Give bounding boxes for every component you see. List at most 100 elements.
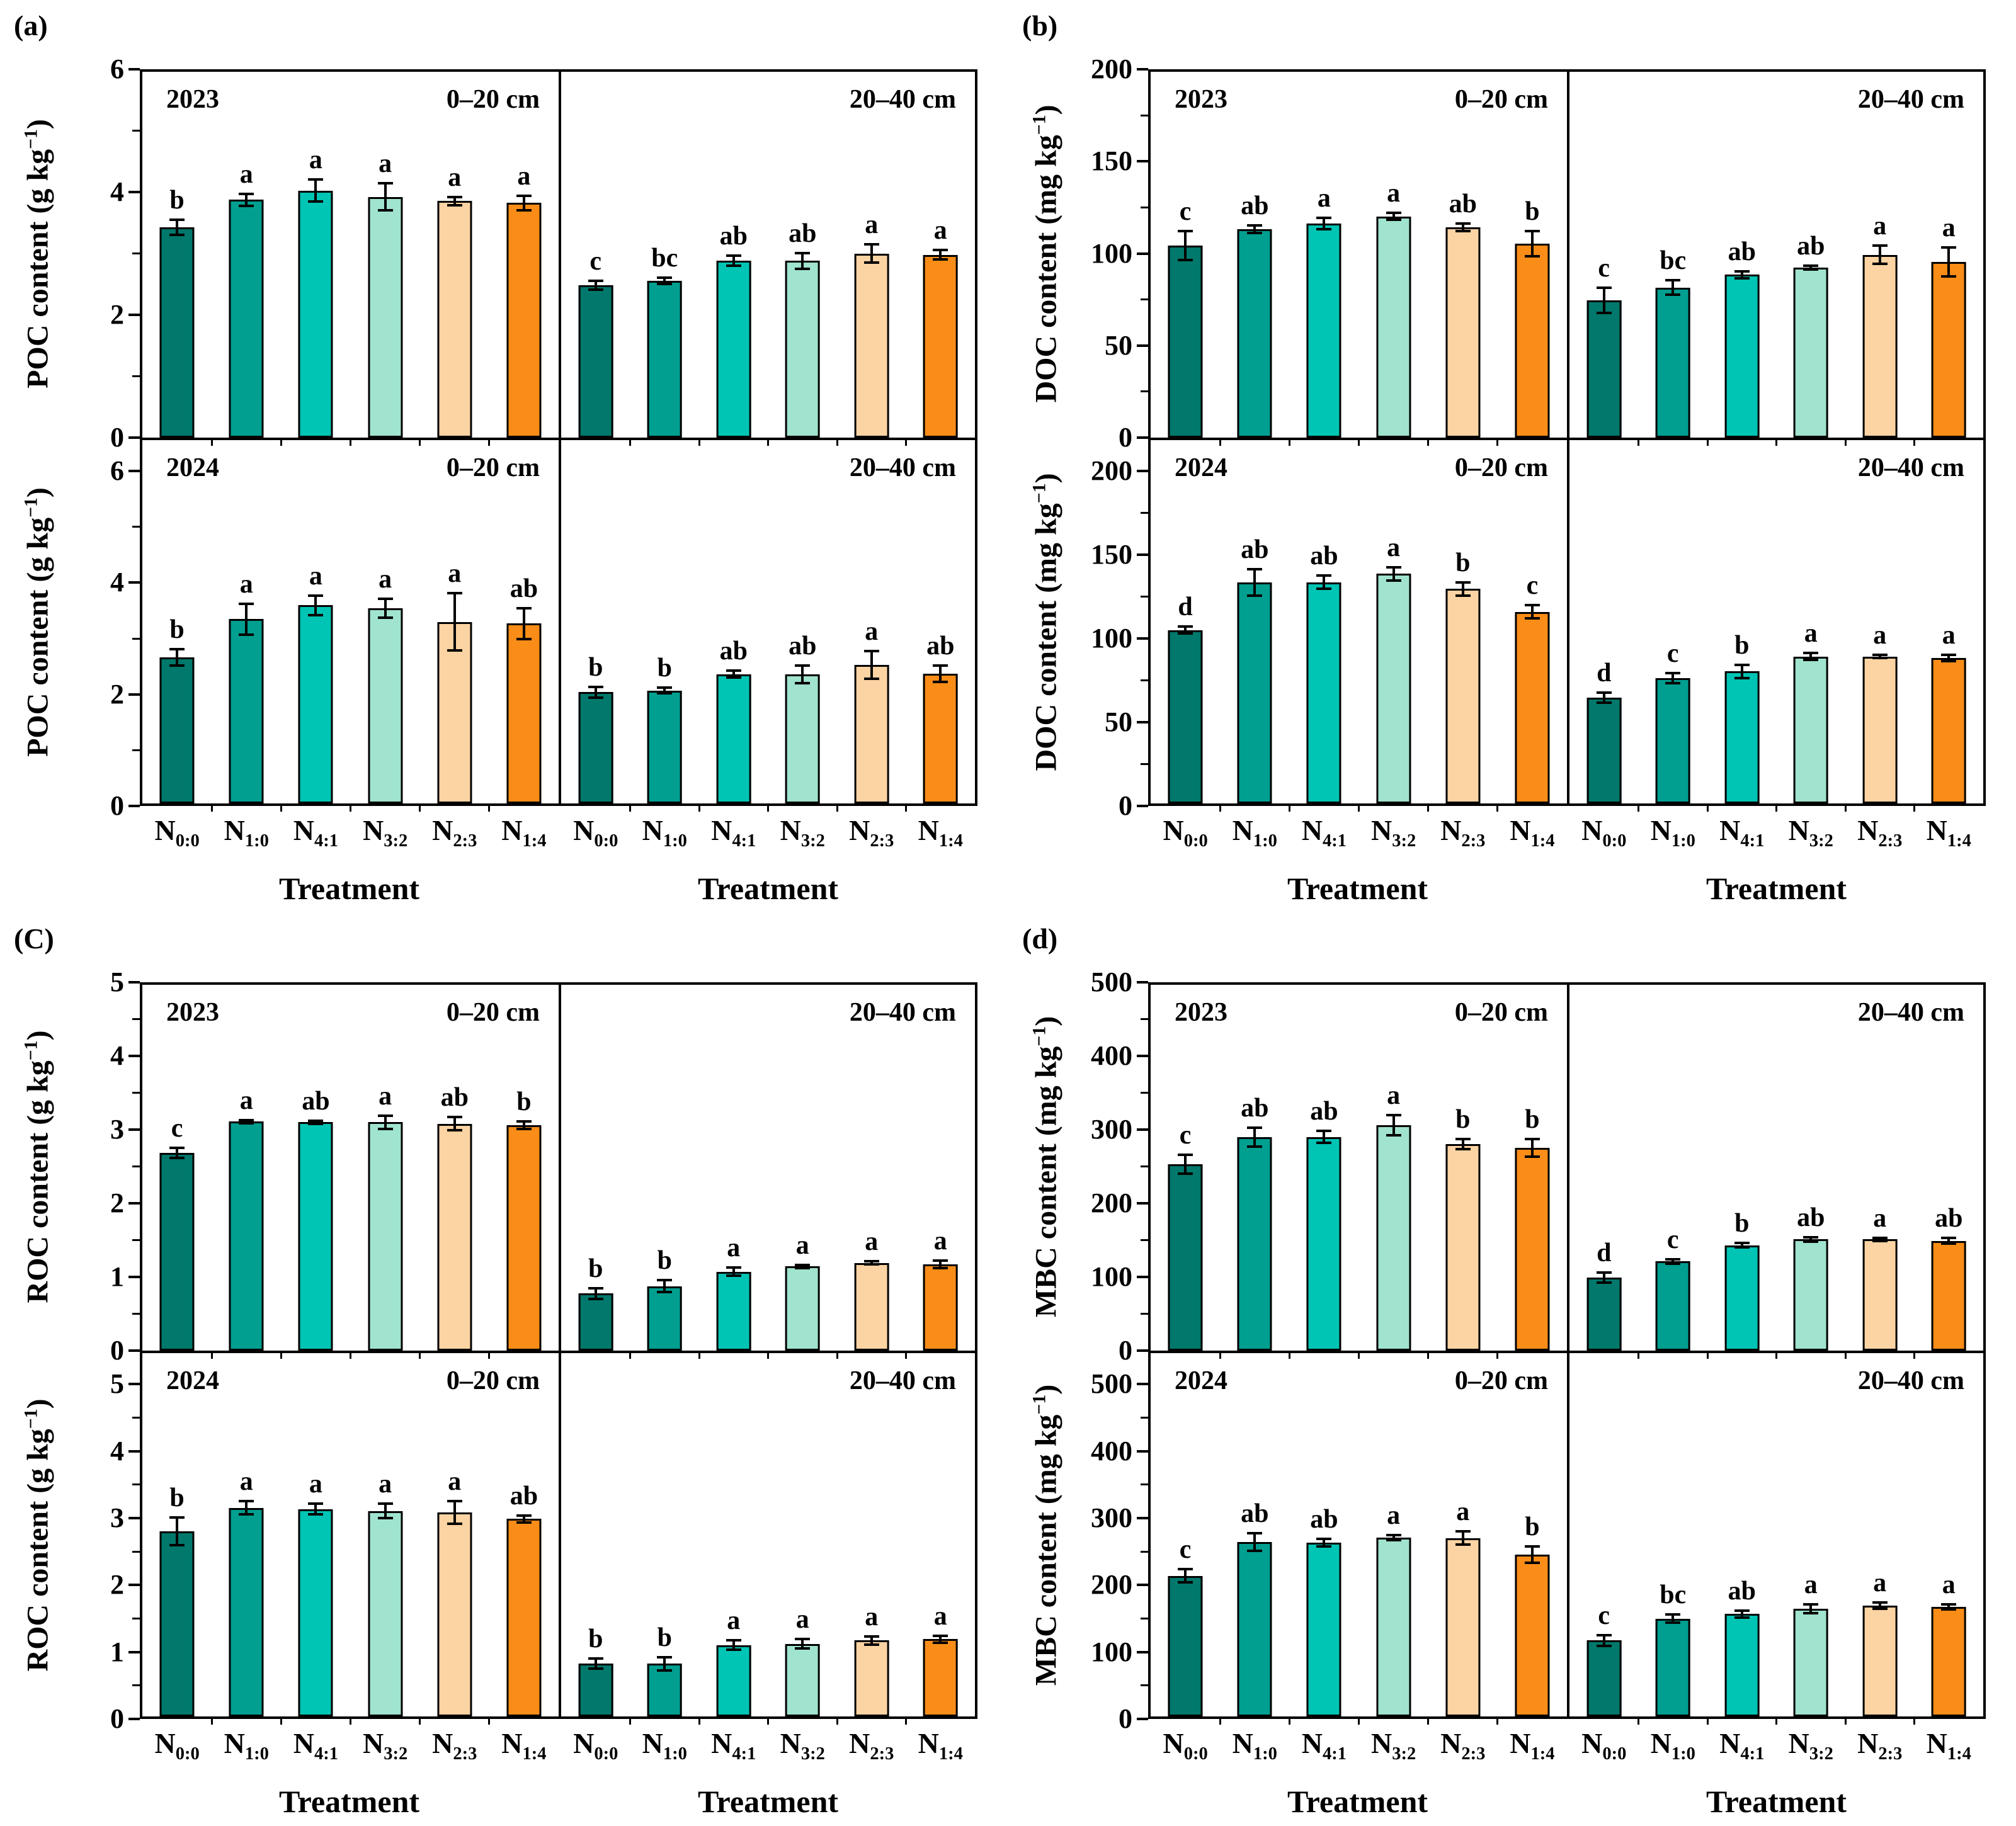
significance-letter: a [309, 145, 322, 175]
bar-N3:2 [785, 1266, 820, 1351]
x-minor-tick [1706, 438, 1709, 446]
error-bar [1530, 1139, 1534, 1157]
x-tick-label: N0:0 [1163, 814, 1208, 851]
bar-N3:2 [1376, 1537, 1411, 1716]
x-tick-label: N2:3 [1440, 1727, 1486, 1764]
y-major-tick [1137, 1383, 1148, 1386]
y-major-tick [128, 1128, 140, 1131]
bar-N1:0 [1237, 1542, 1272, 1716]
year-label: 2023 [1175, 998, 1227, 1027]
error-bar-cap-top [447, 592, 462, 595]
bar-N2:3 [1862, 254, 1898, 438]
y-minor-tick [1141, 1239, 1148, 1241]
y-tick-label: 0 [110, 790, 124, 821]
y-axis-label-text: ROC content (g kg−1) [20, 1029, 55, 1303]
panel-d: (d) MBC content (mg kg−1) 0 100 200 300 400 500… [1008, 913, 2016, 1826]
x-minor-tick [280, 438, 282, 446]
bar-N0:0 [1168, 630, 1203, 803]
bar-N4:1 [1724, 275, 1760, 438]
y-major-tick [1137, 981, 1148, 984]
y-minor-tick [1141, 1313, 1148, 1315]
significance-letter: ab [1935, 1204, 1963, 1233]
y-axis-label: MBC content (mg kg−1) [1026, 1351, 1066, 1719]
x-minor-tick [1913, 803, 1915, 812]
error-bar-cap-bottom [1316, 227, 1332, 230]
error-bar [314, 595, 317, 616]
error-bar-cap-bottom [1872, 1239, 1888, 1242]
y-minor-tick [132, 130, 140, 132]
error-bar [1809, 653, 1813, 660]
error-bar [245, 193, 248, 207]
error-bar-cap-bottom [447, 1129, 462, 1132]
significance-letter: b [657, 1246, 672, 1276]
y-major-tick [1137, 1718, 1148, 1720]
y-minor-tick [132, 1313, 140, 1315]
bar-N0:0 [1586, 1277, 1622, 1351]
y-major-tick [128, 981, 140, 984]
error-bar-cap-bottom [1247, 594, 1263, 597]
significance-letter: a [1873, 1204, 1887, 1233]
y-major-tick [128, 1650, 140, 1653]
bar-N4:1 [1724, 671, 1760, 803]
x-minor-tick [1358, 1716, 1360, 1725]
subplot-2024-0-20: 2024 0–20 cm b a a a a ab [140, 1351, 559, 1719]
error-bar [1184, 230, 1187, 261]
bar-N2:3 [437, 1512, 472, 1716]
bar-N2:3 [854, 1640, 889, 1716]
error-bar-cap-top [1455, 1138, 1471, 1141]
y-major-tick [1137, 252, 1148, 255]
error-bar-cap-top [1734, 1609, 1750, 1613]
error-bar-cap-top [1803, 264, 1819, 267]
x-tick-label: N4:1 [1301, 1727, 1347, 1764]
significance-letter: c [171, 1114, 183, 1143]
error-bar-cap-bottom [1386, 1134, 1401, 1137]
error-bar-cap-bottom [933, 680, 948, 683]
error-bar-cap-top [1178, 625, 1193, 628]
error-bar-cap-top [1941, 1237, 1957, 1240]
bar-N3:2 [368, 608, 403, 803]
x-axis-title: Treatment [697, 1784, 839, 1819]
x-tick-label: N1:0 [1650, 814, 1695, 851]
bar-N4:1 [298, 1509, 333, 1716]
error-bar-cap-top [1872, 653, 1888, 656]
bar-N1:0 [647, 690, 682, 803]
error-bar-cap-bottom [726, 1648, 741, 1652]
bar-N2:3 [1862, 656, 1898, 803]
x-minor-tick [1706, 803, 1709, 812]
error-bar-cap-top [1386, 1113, 1401, 1116]
error-bar [1878, 1602, 1881, 1609]
error-bar-cap-top [795, 251, 811, 254]
x-tick-label: N3:2 [1788, 1727, 1833, 1764]
bar-N3:2 [1793, 656, 1828, 803]
significance-letter: a [379, 564, 392, 594]
x-minor-tick [1637, 803, 1639, 812]
subplot-2023-0-20: 2023 0–20 cm c ab a a ab b [1148, 69, 1567, 438]
x-minor-tick [1358, 803, 1360, 812]
y-tick-label: 100 [1091, 623, 1132, 654]
error-bar [1323, 1131, 1326, 1143]
significance-letter: a [1387, 178, 1401, 208]
x-tick-label: N2:3 [1857, 1727, 1903, 1764]
x-minor-tick [280, 1351, 282, 1359]
error-bar [1740, 664, 1743, 678]
bar-N1:0 [1655, 287, 1690, 438]
x-minor-tick [1913, 438, 1915, 446]
x-minor-tick [629, 438, 631, 446]
x-tick-label: N3:2 [1370, 814, 1416, 851]
significance-letter: ab [510, 1482, 538, 1511]
error-bar [663, 688, 666, 694]
error-bar [870, 650, 873, 679]
y-major-tick [128, 1584, 140, 1587]
significance-letter: a [379, 1470, 392, 1499]
error-bar [1392, 212, 1395, 220]
x-minor-tick [629, 1351, 631, 1359]
x-minor-tick [488, 803, 491, 812]
error-bar-cap-top [1386, 1533, 1401, 1536]
bar-N4:1 [1306, 582, 1341, 803]
x-tick-label: N1:4 [501, 814, 547, 851]
x-minor-tick [698, 1716, 700, 1725]
y-minor-tick [132, 1165, 140, 1167]
error-bar-cap-bottom [1596, 1281, 1612, 1284]
bar-N3:2 [1793, 267, 1828, 438]
y-minor-tick [1141, 1550, 1148, 1553]
